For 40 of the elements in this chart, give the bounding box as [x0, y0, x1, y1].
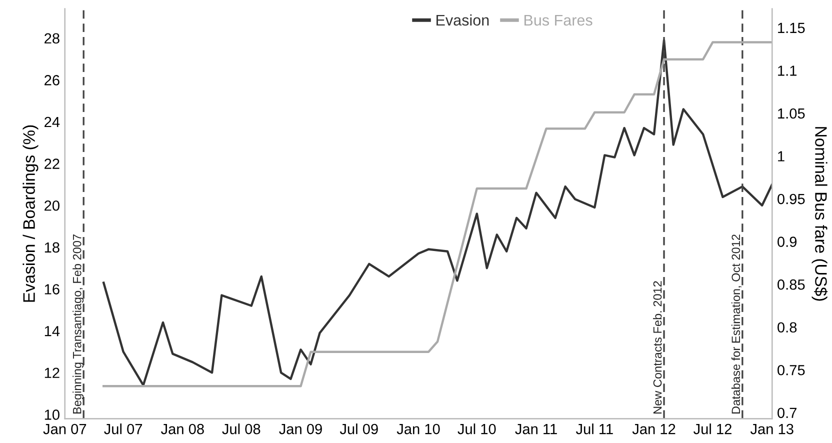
- y-tick-label: 26: [44, 75, 60, 86]
- y-tick-label: 20: [44, 200, 60, 211]
- y-axis-title: Evasion / Boardings (%): [22, 125, 38, 302]
- x-tick-label: Jan 09: [279, 424, 322, 434]
- x-tick-label: Jan 13: [750, 424, 794, 434]
- y-tick-label: 24: [44, 116, 60, 128]
- x-tick-label: Jul 09: [340, 423, 378, 434]
- ref-line-label: Database for Estimation, Oct 2012: [731, 234, 742, 414]
- y-tick-label: 14: [44, 326, 60, 336]
- legend-label: Evasion: [436, 14, 489, 26]
- ref-line-label: New Contracts Feb. 2012: [653, 281, 662, 414]
- y2-tick-label: 1.1: [778, 66, 797, 76]
- y-tick-label: 28: [44, 33, 60, 44]
- y2-tick-label: 0.8: [778, 322, 797, 333]
- y2-tick-label: 1.15: [778, 22, 805, 34]
- y2-tick-label: 0.75: [778, 364, 805, 376]
- x-tick-label: Jan 08: [160, 424, 204, 434]
- y-tick-label: 12: [44, 368, 60, 378]
- x-tick-label: Jan 10: [396, 424, 440, 434]
- y-tick-label: 16: [44, 284, 60, 294]
- x-tick-label: Jul 08: [222, 423, 260, 434]
- x-tick-label: Jul 07: [104, 423, 142, 434]
- y2-tick-label: 1.05: [778, 108, 805, 119]
- x-tick-label: Jul 10: [458, 423, 496, 434]
- y2-tick-label: 0.9: [778, 236, 797, 247]
- y2-tick-label: 1: [778, 151, 784, 162]
- legend-label: Bus Fares: [524, 14, 592, 26]
- x-tick-label: Jan 12: [632, 424, 676, 434]
- y-tick-label: 18: [44, 242, 60, 253]
- ref-line-label: Beginning Transantiago, Feb 2007: [72, 234, 84, 414]
- x-tick-label: Jul 12: [694, 423, 732, 434]
- y2-tick-label: 0.85: [778, 279, 805, 290]
- y2-tick-label: 0.7: [778, 408, 796, 418]
- x-tick-label: Jan 07: [43, 424, 86, 434]
- y2-axis-title: Nominal Bus fare (US$): [812, 127, 828, 301]
- x-tick-label: Jul 11: [576, 423, 613, 434]
- y2-tick-label: 0.95: [778, 194, 805, 204]
- x-tick-label: Jan 11: [515, 424, 557, 434]
- y-tick-label: 22: [44, 158, 60, 169]
- y-tick-label: 10: [44, 410, 60, 420]
